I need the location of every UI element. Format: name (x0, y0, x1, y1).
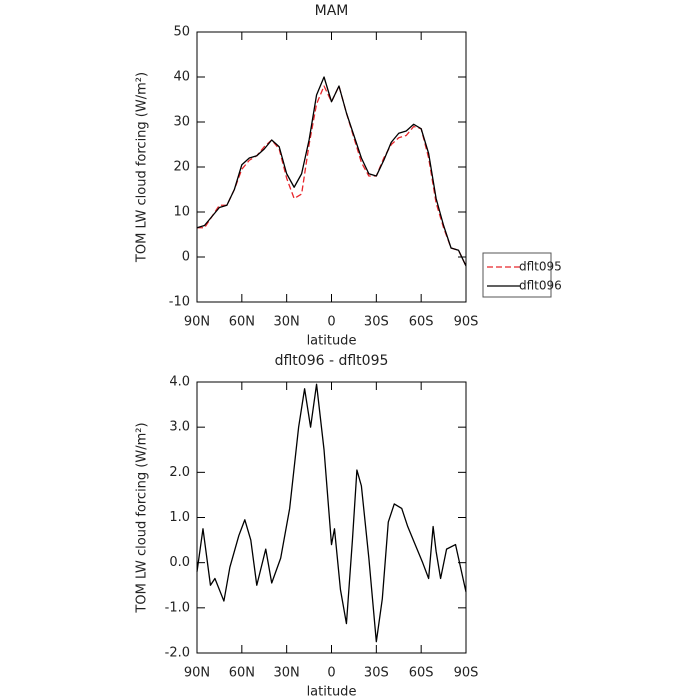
chart-title: MAM (315, 3, 349, 19)
x-tick-label: 30N (274, 315, 300, 330)
y-tick-label: 50 (173, 25, 190, 40)
x-tick-label: 90S (454, 315, 479, 330)
y-tick-label: 3.0 (169, 420, 190, 435)
x-tick-label: 90N (184, 315, 210, 330)
x-tick-label: 60N (229, 315, 255, 330)
y-tick-label: 1.0 (169, 510, 190, 525)
y-tick-label: 40 (173, 70, 190, 85)
y-axis-label: TOM LW cloud forcing (W/m²) (135, 72, 150, 263)
x-tick-label: 30S (364, 315, 389, 330)
data-line (196, 383, 467, 643)
x-axis-label: latitude (307, 334, 357, 349)
data-line (197, 85, 467, 267)
legend-label: dflt095 (519, 260, 562, 274)
chart-title: dflt096 - dflt095 (275, 353, 389, 369)
x-tick-label: 60N (229, 666, 255, 681)
y-tick-label: 10 (173, 205, 190, 220)
y-tick-label: 30 (173, 115, 190, 130)
plot-frame (196, 381, 467, 654)
y-tick-label: -1.0 (165, 600, 190, 615)
y-tick-label: -10 (169, 295, 190, 310)
x-tick-label: 0 (327, 666, 335, 681)
legend-label: dflt096 (519, 279, 562, 293)
y-axis-label: TOM LW cloud forcing (W/m²) (135, 422, 150, 613)
x-tick-label: 90N (184, 666, 210, 681)
x-tick-label: 60S (409, 666, 434, 681)
y-tick-label: -2.0 (165, 646, 190, 661)
y-tick-label: 0.0 (169, 555, 190, 570)
y-tick-label: 4.0 (169, 375, 190, 390)
x-axis-label: latitude (307, 685, 357, 700)
x-tick-label: 30S (364, 666, 389, 681)
plot-frame (196, 31, 467, 303)
y-tick-label: 2.0 (169, 465, 190, 480)
y-tick-label: 0 (182, 250, 190, 265)
legend-box (482, 252, 552, 298)
x-tick-label: 60S (409, 315, 434, 330)
x-tick-label: 30N (274, 666, 300, 681)
data-line (196, 76, 467, 267)
x-tick-label: 0 (327, 315, 335, 330)
y-tick-label: 20 (173, 160, 190, 175)
x-tick-label: 90S (454, 666, 479, 681)
